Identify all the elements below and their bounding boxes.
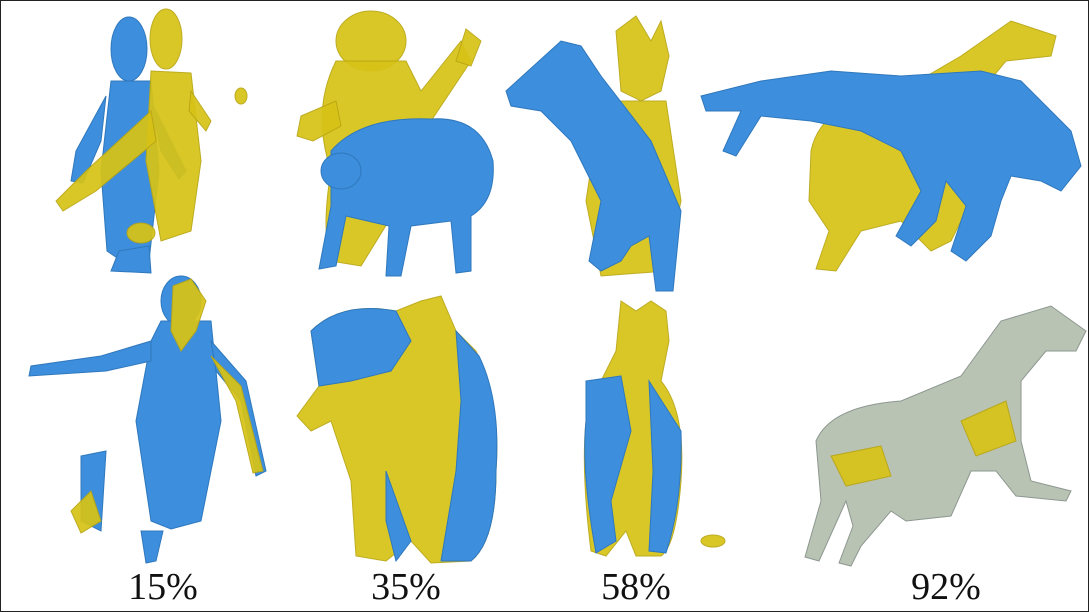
caption-col-2: 35% [371,566,441,608]
horse-before [700,20,1082,272]
caption-col-4: 92% [911,566,981,608]
bear-before-source-cloud [318,118,494,277]
caption-col-3: 58% [601,566,671,608]
dogcat-after [583,300,726,557]
humanoid-before-target-cloud [55,8,248,244]
bear-after [296,295,498,564]
bear-before [296,10,494,277]
horse-after [804,305,1087,567]
caption-col-1: 15% [128,566,198,608]
dogcat-before [505,15,682,292]
horse-before-source-cloud [700,70,1082,262]
dogcat-before-source-cloud [505,40,682,292]
humanoid-before [55,8,248,274]
humanoid-after [28,275,267,564]
